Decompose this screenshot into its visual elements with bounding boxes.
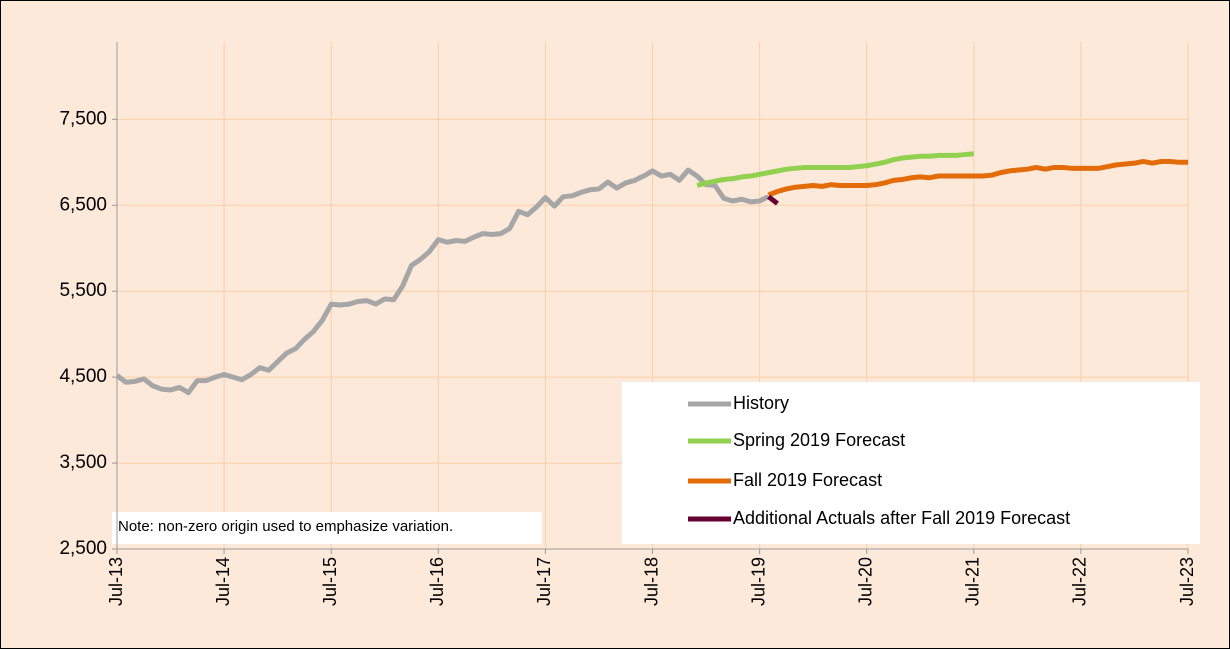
legend-label: History — [733, 393, 789, 413]
legend-label: Spring 2019 Forecast — [733, 430, 905, 450]
x-tick-label: Jul-16 — [427, 557, 447, 606]
legend-label: Fall 2019 Forecast — [733, 470, 882, 490]
y-tick-label: 5,500 — [59, 280, 107, 301]
x-tick-label: Jul-14 — [213, 557, 233, 606]
series-line — [696, 151, 975, 188]
x-tick-label: Jul-17 — [534, 557, 554, 606]
y-tick-label: 4,500 — [59, 366, 107, 387]
y-tick-label: 2,500 — [59, 538, 107, 559]
x-tick-label: Jul-20 — [855, 557, 875, 606]
y-tick-label: 6,500 — [59, 194, 107, 215]
x-tick-label: Jul-19 — [748, 557, 768, 606]
y-tick-label: 7,500 — [59, 108, 107, 129]
x-tick-label: Jul-15 — [320, 557, 340, 606]
y-tick-label: 3,500 — [59, 452, 107, 473]
x-tick-label: Jul-23 — [1177, 557, 1197, 606]
x-tick-label: Jul-18 — [641, 557, 661, 606]
x-tick-label: Jul-13 — [106, 557, 126, 606]
series-line — [115, 167, 770, 396]
x-tick-label: Jul-22 — [1070, 557, 1090, 606]
x-tick-label: Jul-21 — [963, 557, 983, 606]
legend-label: Additional Actuals after Fall 2019 Forec… — [733, 508, 1070, 528]
series-line — [767, 158, 1188, 198]
note-box — [112, 512, 542, 544]
series-line — [766, 194, 779, 206]
note: Note: non-zero origin used to emphasize … — [118, 518, 453, 535]
